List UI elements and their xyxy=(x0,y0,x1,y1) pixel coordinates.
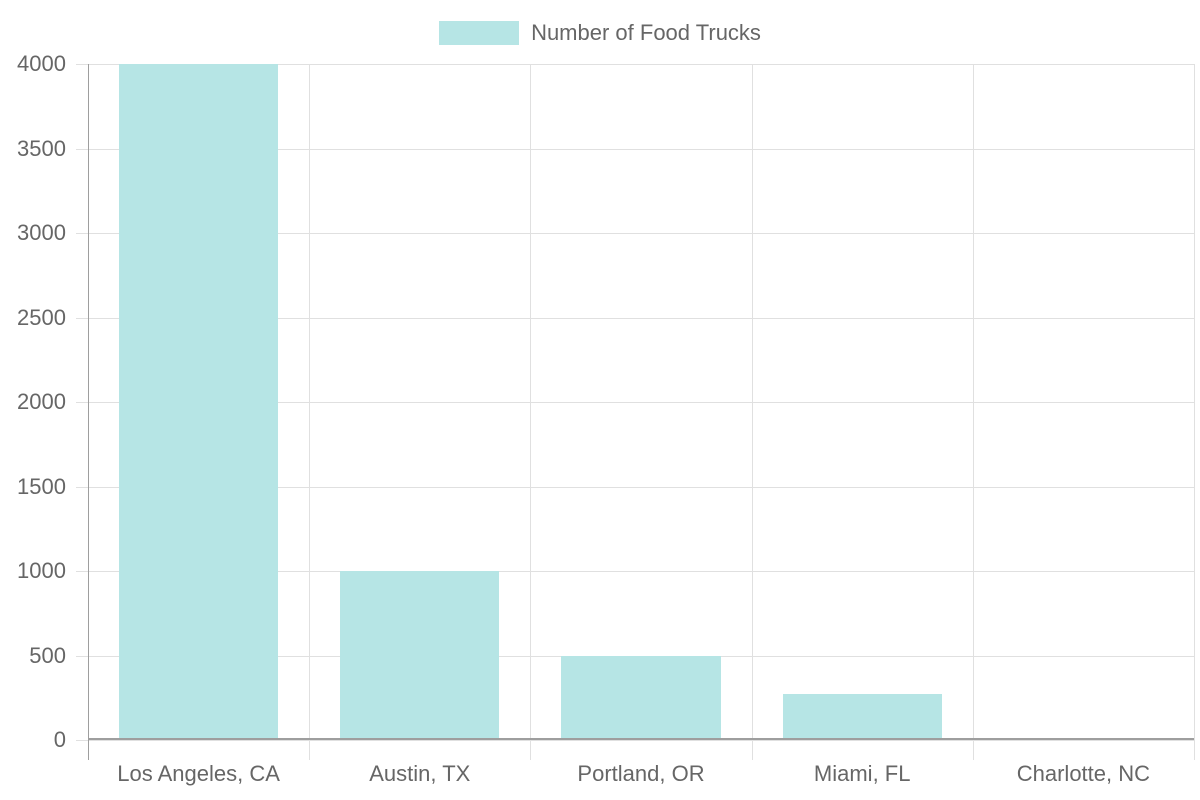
y-tick-label: 2000 xyxy=(17,389,66,414)
y-tick-label: 500 xyxy=(29,642,66,668)
y-tick-label: 4000 xyxy=(17,51,66,76)
y-tick-label: 3500 xyxy=(17,135,66,161)
y-tick-label: 2500 xyxy=(17,304,66,330)
legend-label[interactable]: Number of Food Trucks xyxy=(531,20,761,45)
y-tick-label: 1000 xyxy=(17,558,66,583)
bar[interactable] xyxy=(340,571,500,740)
y-tick-label: 1500 xyxy=(17,473,66,499)
bar[interactable] xyxy=(118,64,279,740)
v-gridline xyxy=(1194,64,1195,760)
v-gridline xyxy=(530,64,532,760)
y-tick-label: 3000 xyxy=(17,220,66,245)
legend-swatch[interactable] xyxy=(439,21,520,45)
v-gridline xyxy=(751,64,753,760)
plot-area xyxy=(76,64,1195,760)
x-tick-label: Portland, OR xyxy=(577,761,705,786)
bar[interactable] xyxy=(782,693,942,740)
x-tick-label: Austin, TX xyxy=(369,761,471,786)
x-tick-label: Miami, FL xyxy=(813,761,911,786)
x-tick-label: Charlotte, NC xyxy=(1016,761,1151,786)
y-axis-line xyxy=(88,64,89,760)
x-axis-line xyxy=(88,738,1194,740)
bar[interactable] xyxy=(561,655,721,740)
v-gridline xyxy=(972,64,974,760)
y-tick-label: 0 xyxy=(53,727,66,752)
h-gridline xyxy=(76,233,1194,234)
h-gridline xyxy=(76,402,1194,403)
v-gridline xyxy=(309,64,311,760)
x-tick-label: Los Angeles, CA xyxy=(117,761,280,786)
h-gridline xyxy=(76,571,1194,572)
h-gridline xyxy=(76,486,1194,488)
h-gridline xyxy=(76,740,1194,741)
h-gridline xyxy=(76,148,1194,150)
chart-legend: Number of Food Trucks xyxy=(0,20,1200,46)
h-gridline xyxy=(76,64,1194,65)
h-gridline xyxy=(76,317,1194,319)
